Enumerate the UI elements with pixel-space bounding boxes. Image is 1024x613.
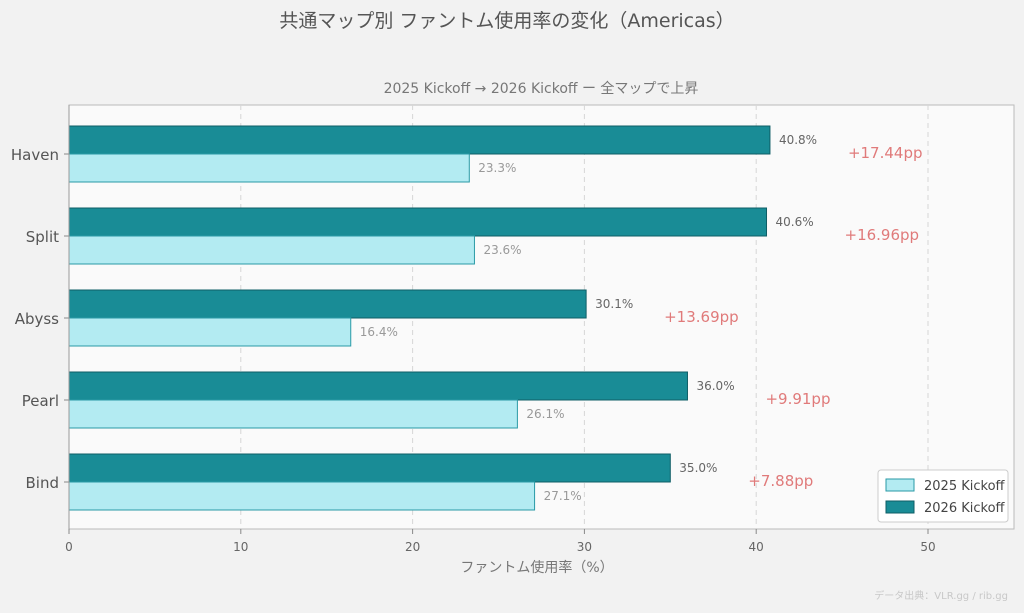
y-tick-label-haven: Haven [11, 146, 59, 164]
delta-label-abyss: +13.69pp [664, 308, 739, 326]
legend-label-2026: 2026 Kickoff [924, 501, 1006, 516]
bars: 40.8% 23.3% +17.44pp 40.6% 23.6% +16.96pp 30.1… [68, 125, 923, 511]
value-label-2026-abyss: 30.1% [595, 297, 633, 311]
source-note: データ出典：VLR.gg / rib.gg [874, 589, 1008, 602]
delta-label-pearl: +9.91pp [765, 390, 830, 408]
x-tick-label-40: 40 [749, 540, 764, 554]
legend: 2025 Kickoff 2026 Kickoff [877, 469, 1009, 523]
bar-2025-haven [68, 153, 470, 183]
value-label-2025-split: 23.6% [483, 243, 521, 257]
bar-2025-pearl [68, 399, 518, 429]
bar-2026-abyss [68, 289, 587, 319]
value-label-2025-bind: 27.1% [544, 489, 582, 503]
value-label-2025-pearl: 26.1% [526, 407, 564, 421]
bar-2026-pearl [68, 371, 688, 401]
bar-2026-haven [68, 125, 771, 155]
y-tick-label-abyss: Abyss [15, 310, 59, 328]
chart-title: 共通マップ別 ファントム使用率の変化（Americas） [279, 10, 734, 32]
y-tick-label-split: Split [26, 228, 59, 246]
legend-swatch-2025 [885, 478, 915, 492]
value-label-2025-haven: 23.3% [478, 161, 516, 175]
bar-2026-bind [68, 453, 671, 483]
x-tick-label-30: 30 [577, 540, 592, 554]
chart-subtitle: 2025 Kickoff → 2026 Kickoff ー 全マップで上昇 [384, 80, 699, 97]
bar-2025-abyss [68, 317, 352, 347]
value-label-2026-bind: 35.0% [679, 461, 717, 475]
x-axis: 0 10 20 30 40 50 [65, 529, 936, 554]
delta-label-bind: +7.88pp [748, 472, 813, 490]
bar-2025-bind [68, 481, 536, 511]
x-axis-label: ファントム使用率（%） [460, 559, 613, 576]
value-label-2026-pearl: 36.0% [696, 379, 734, 393]
value-label-2026-split: 40.6% [776, 215, 814, 229]
x-tick-label-20: 20 [405, 540, 420, 554]
bar-2025-split [68, 235, 475, 265]
y-axis: Haven Split Abyss Pearl Bind [11, 105, 70, 529]
legend-label-2025: 2025 Kickoff [924, 479, 1006, 494]
value-label-2025-abyss: 16.4% [360, 325, 398, 339]
y-tick-label-bind: Bind [26, 474, 60, 492]
x-tick-label-0: 0 [65, 540, 73, 554]
delta-label-split: +16.96pp [845, 226, 920, 244]
x-tick-label-10: 10 [233, 540, 248, 554]
x-tick-label-50: 50 [920, 540, 935, 554]
value-label-2026-haven: 40.8% [779, 133, 817, 147]
legend-swatch-2026 [885, 500, 915, 514]
delta-label-haven: +17.44pp [848, 144, 923, 162]
bar-2026-split [68, 207, 768, 237]
y-tick-label-pearl: Pearl [22, 392, 59, 410]
